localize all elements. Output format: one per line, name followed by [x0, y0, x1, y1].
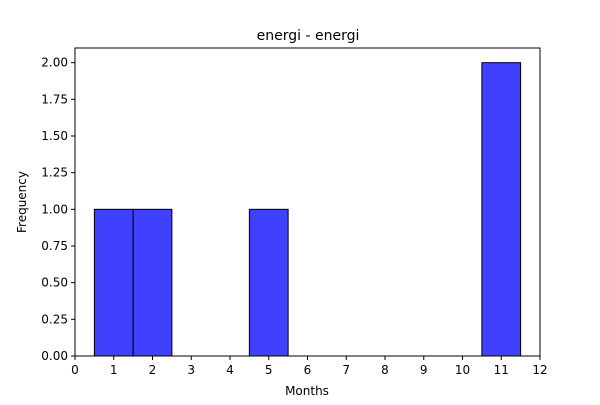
- chart-title: energi - energi: [257, 28, 360, 44]
- x-tick-label: 6: [304, 363, 312, 377]
- x-tick-label: 5: [265, 363, 273, 377]
- plot-frame: [74, 47, 541, 357]
- x-tick-label: 11: [494, 363, 509, 377]
- histogram-bar: [248, 208, 289, 357]
- x-axis-label: Months: [285, 384, 329, 398]
- y-tick-label: 0.25: [41, 312, 68, 326]
- x-tick-label: 1: [110, 363, 118, 377]
- x-tick-label: 8: [381, 363, 389, 377]
- x-tick-label: 4: [226, 363, 234, 377]
- x-tick-label: 10: [455, 363, 470, 377]
- ticks-layer: 0 1 2 3 4 5 6 7 8 9 10 11 120.000.250.500.751.001.25…: [41, 56, 547, 377]
- bars-layer: [93, 62, 522, 357]
- y-tick-label: 0.00: [41, 349, 68, 363]
- x-tick-label: 7: [342, 363, 350, 377]
- histogram-bar: [132, 208, 173, 357]
- x-tick-label: 0: [71, 363, 79, 377]
- histogram-bar: [93, 208, 134, 357]
- y-tick-label: 1.75: [41, 92, 68, 106]
- y-tick-label: 0.75: [41, 239, 68, 253]
- y-tick-label: 1.00: [41, 202, 68, 216]
- y-tick-label: 1.50: [41, 129, 68, 143]
- y-tick-label: 2.00: [41, 56, 68, 70]
- histogram-bar: [481, 62, 522, 357]
- y-axis-label: Frequency: [15, 171, 29, 233]
- x-tick-label: 12: [532, 363, 547, 377]
- x-tick-label: 3: [187, 363, 195, 377]
- y-tick-label: 0.50: [41, 276, 68, 290]
- x-tick-label: 2: [149, 363, 157, 377]
- x-tick-label: 9: [420, 363, 428, 377]
- y-tick-label: 1.25: [41, 166, 68, 180]
